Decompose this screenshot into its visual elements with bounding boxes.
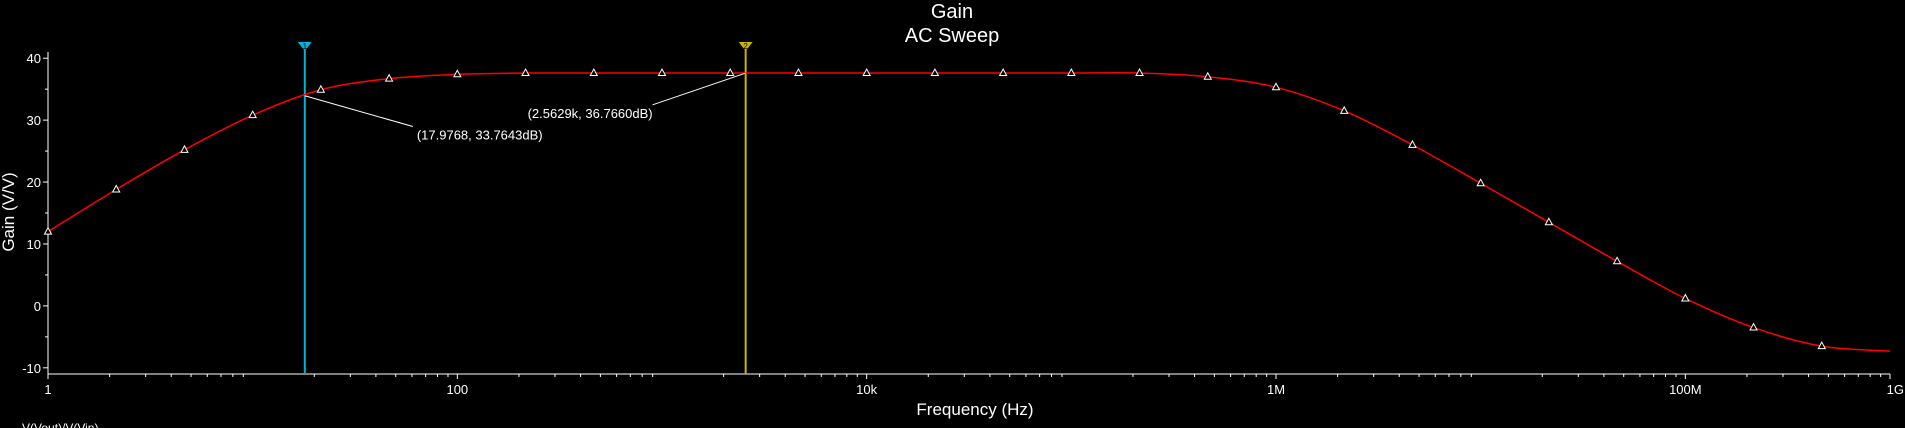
data-point (180, 144, 189, 153)
data-point (1339, 105, 1349, 114)
x-tick-label: 100M (1669, 382, 1702, 397)
data-point (1817, 341, 1827, 350)
chart-title: Gain (931, 1, 973, 23)
annotation-leader (652, 72, 746, 106)
data-point (43, 226, 53, 235)
x-tick-label: 10k (856, 382, 877, 397)
data-point (1680, 293, 1690, 302)
y-tick-label: 20 (27, 175, 41, 190)
annotations: (17.9768, 33.7643dB) (2.5629k, 36.7660dB) (304, 72, 746, 143)
cursor-number: 1 (303, 42, 308, 51)
cursor-marker (738, 42, 753, 51)
data-point (1066, 67, 1076, 77)
y-axis-label: Gain (V/V) (0, 172, 18, 251)
data-point (998, 67, 1008, 77)
cursor-marker (297, 42, 312, 51)
data-point (521, 67, 530, 77)
data-point (1749, 322, 1758, 331)
y-ticks: 40 30 20 10 0 -10 (22, 51, 48, 376)
data-point (248, 110, 258, 119)
data-point (1135, 67, 1144, 77)
data-point (1408, 139, 1417, 148)
data-point (657, 67, 667, 77)
x-tick-label: 1M (1267, 382, 1285, 397)
cursor-number: 2 (743, 42, 748, 51)
data-point (930, 67, 940, 77)
data-point (1476, 178, 1486, 187)
data-point (1271, 82, 1281, 91)
cursor-readout: (17.9768, 33.7643dB) (417, 128, 543, 143)
x-axis-label: Frequency (Hz) (916, 400, 1033, 419)
chart-subtitle: AC Sweep (905, 25, 1000, 47)
data-point (725, 67, 735, 77)
data-point (452, 69, 462, 78)
y-tick-label: 40 (27, 51, 41, 66)
x-tick-label: 100 (446, 382, 468, 397)
data-point (589, 67, 599, 77)
y-tick-label: 10 (27, 237, 41, 252)
data-point (1203, 71, 1213, 80)
data-point (316, 84, 326, 93)
y-tick-label: 0 (34, 299, 41, 314)
data-point (111, 184, 121, 193)
y-tick-label: 30 (27, 113, 41, 128)
data-point (862, 67, 872, 77)
data-point (1612, 256, 1622, 265)
data-point (384, 73, 394, 82)
legend: V(Vout)/V(Vin) (22, 421, 98, 428)
legend-entry: V(Vout)/V(Vin) (22, 421, 98, 428)
y-tick-label: -10 (22, 361, 41, 376)
series-layer (43, 67, 1891, 352)
cursor-readout: (2.5629k, 36.7660dB) (528, 106, 653, 121)
x-tick-label: 1 (44, 382, 51, 397)
x-ticks: 1 100 10k 1M 100M 1G (44, 374, 1904, 397)
annotation-leader (304, 95, 413, 127)
data-point (794, 67, 803, 77)
x-tick-label: 1G (1887, 382, 1904, 397)
series-line (47, 72, 1891, 352)
data-point (1544, 217, 1554, 226)
